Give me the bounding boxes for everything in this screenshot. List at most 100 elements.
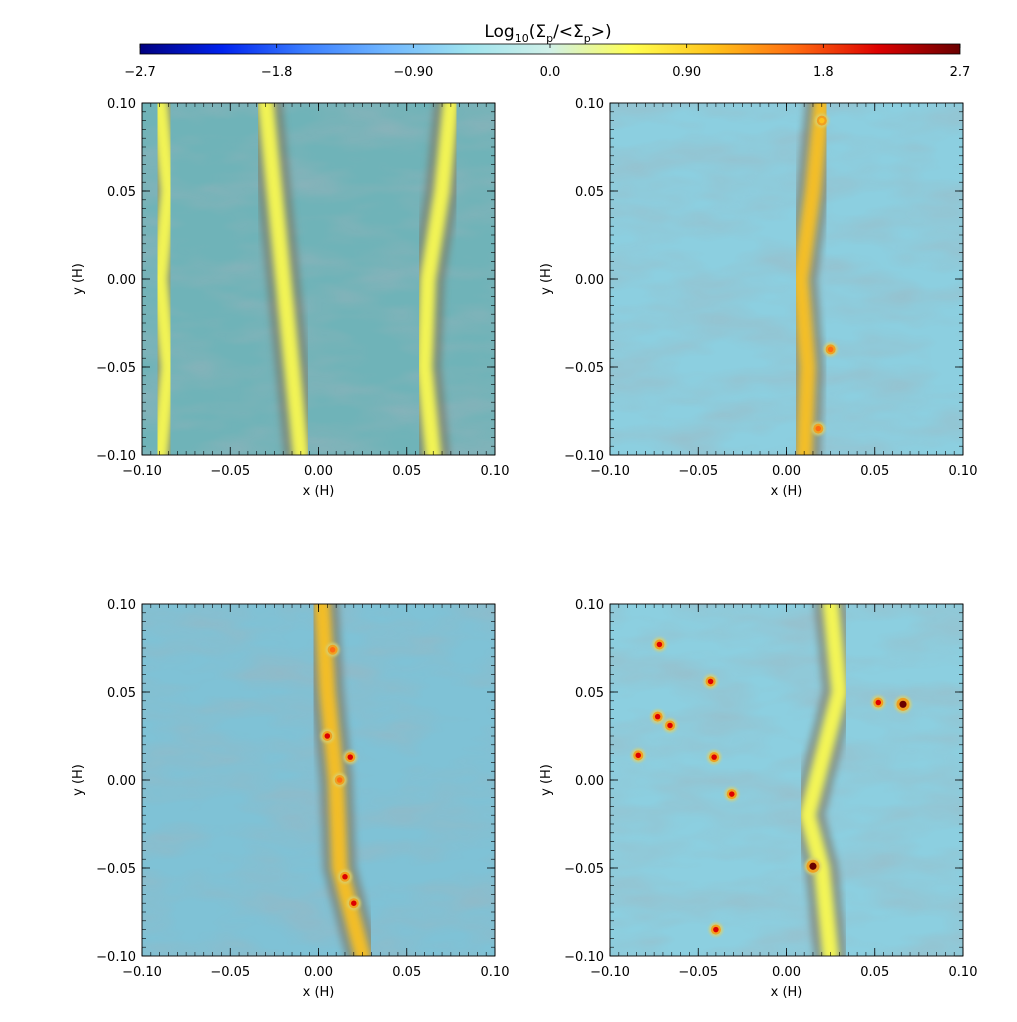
axes: −0.10 −0.05 0.00 0.05 0.10 −0.10 −0.05 0.00 0.05… [539,598,977,1000]
heatmap-area [142,604,495,956]
x-axis-label: x (H) [303,985,335,1000]
x-tick-label: 0.00 [772,464,801,479]
colorbar-title-sub: 10 [515,32,529,45]
colorbar-title-p1: p [546,32,553,45]
filament [416,103,459,455]
x-tick-label: −0.05 [210,464,250,479]
colorbar-title: Log10(Σp/<Σp>) [484,22,611,45]
y-tick-label: 0.00 [107,774,136,789]
x-tick-label: 0.10 [949,965,978,980]
panel-top-right: −0.10 −0.05 0.00 0.05 0.10 −0.10 −0.05 0.00 0.05… [539,97,977,499]
x-tick-label: 0.10 [481,965,510,980]
clump-core [819,117,825,124]
colorbar-title-end: >) [591,22,612,42]
colorbar-ticks: −2.7 −1.8 −0.90 0.0 0.90 1.8 2.7 [124,44,970,80]
y-tick-label: 0.00 [107,273,136,288]
y-tick-label: −0.05 [96,361,136,376]
panel-bottom-left: −0.10 −0.05 0.00 0.05 0.10 −0.10 −0.05 0.00 0.05… [71,598,509,1000]
heatmap-texture [610,604,963,956]
y-axis-label: y (H) [71,764,86,796]
y-tick-label: 0.00 [575,774,604,789]
panel-top-left: −0.10 −0.05 0.00 0.05 0.10 −0.10 −0.05 0.00 0.05… [71,97,509,499]
y-tick-label: −0.05 [564,361,604,376]
y-tick-label: 0.05 [107,185,136,200]
clump-core [815,425,822,432]
x-tick-label: −0.05 [678,965,718,980]
x-axis-label: x (H) [303,484,335,499]
y-tick-label: 0.10 [575,97,604,112]
colorbar-tick-label: 2.7 [950,65,971,80]
x-tick-label: −0.10 [590,965,630,980]
heatmap-area [142,103,495,455]
y-axis-label: y (H) [539,263,554,295]
y-tick-label: 0.10 [107,97,136,112]
clump-core [711,754,717,760]
y-tick-label: −0.05 [96,862,136,877]
y-tick-label: 0.05 [575,686,604,701]
clump-core [351,900,357,906]
clump-core [329,647,336,653]
clump-core [635,752,641,759]
colorbar-title-log: Log [484,22,514,42]
clump-core [342,874,348,880]
colorbar-tick-label: 0.0 [540,65,561,80]
x-tick-label: 0.00 [304,464,333,479]
y-tick-label: 0.05 [107,686,136,701]
panel-bottom-right: −0.10 −0.05 0.00 0.05 0.10 −0.10 −0.05 0.00 0.05… [539,598,977,1000]
filament [799,604,848,956]
clump-core [654,713,661,720]
filament [151,103,177,455]
x-tick-label: 0.10 [949,464,978,479]
x-tick-label: −0.10 [122,464,162,479]
x-axis-label: x (H) [771,985,803,1000]
y-tick-label: 0.00 [575,273,604,288]
y-tick-label: 0.10 [107,598,136,613]
axes: −0.10 −0.05 0.00 0.05 0.10 −0.10 −0.05 0.00 0.05… [71,97,509,499]
colorbar-tick-label: −1.8 [261,65,293,80]
y-axis-label: y (H) [539,764,554,796]
filament [792,103,830,455]
heatmap-area [610,103,963,455]
clump-core [336,777,343,783]
colorbar-title-sigma: (Σ [529,22,546,42]
colorbar-title-p2: p [584,32,591,45]
x-tick-label: 0.05 [392,464,421,479]
clump-core [324,733,331,739]
filament [257,103,309,455]
y-axis-label: y (H) [71,263,86,295]
colorbar-title-mid: /<Σ [553,22,584,42]
x-tick-label: 0.05 [392,965,421,980]
clump-core [809,862,817,870]
y-tick-label: −0.10 [564,950,604,965]
y-tick-label: −0.10 [96,950,136,965]
x-tick-label: −0.10 [590,464,630,479]
heatmap-area [610,604,963,956]
y-tick-label: −0.05 [564,862,604,877]
x-tick-label: −0.10 [122,965,162,980]
y-tick-label: 0.10 [575,598,604,613]
x-tick-label: 0.05 [860,965,889,980]
x-tick-label: 0.00 [772,965,801,980]
y-tick-label: −0.10 [564,449,604,464]
axes: −0.10 −0.05 0.00 0.05 0.10 −0.10 −0.05 0.00 0.05… [539,97,977,499]
clump-core [729,791,735,797]
colorbar-tick-label: −2.7 [124,65,156,80]
clump-core [656,641,663,648]
colorbar-tick-label: 1.8 [813,65,834,80]
x-tick-label: −0.05 [210,965,250,980]
axes: −0.10 −0.05 0.00 0.05 0.10 −0.10 −0.05 0.00 0.05… [71,598,509,1000]
x-tick-label: −0.05 [678,464,718,479]
x-tick-label: 0.05 [860,464,889,479]
colorbar-tick-label: −0.90 [393,65,433,80]
y-tick-label: 0.05 [575,185,604,200]
panels: −0.10 −0.05 0.00 0.05 0.10 −0.10 −0.05 0.00 0.05… [71,97,977,1000]
clump-core [667,722,673,729]
colorbar-tick-label: 0.90 [672,65,701,80]
clump-core [713,926,719,933]
x-axis-label: x (H) [771,484,803,499]
y-tick-label: −0.10 [96,449,136,464]
clump-core [347,754,354,760]
clump-core [875,699,882,706]
x-tick-label: 0.00 [304,965,333,980]
